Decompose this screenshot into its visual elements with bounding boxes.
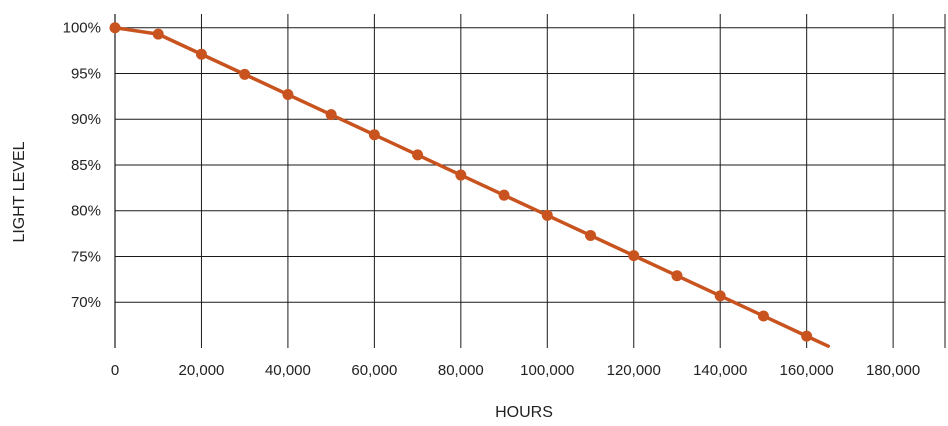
y-tick-label: 70%: [71, 294, 101, 311]
y-tick-label: 75%: [71, 248, 101, 265]
x-tick-label: 100,000: [520, 362, 574, 379]
x-tick-label: 60,000: [351, 362, 397, 379]
data-point: [239, 68, 251, 80]
data-point: [412, 149, 424, 161]
y-axis-label: LIGHT LEVEL: [11, 141, 28, 242]
grid-lines: [115, 14, 946, 348]
data-point: [368, 129, 380, 141]
data-point: [541, 209, 553, 221]
x-tick-label: 40,000: [265, 362, 311, 379]
y-tick-label: 90%: [71, 111, 101, 128]
data-point: [801, 330, 813, 342]
x-tick-label: 0: [111, 362, 119, 379]
data-point: [195, 48, 207, 60]
x-tick-label: 80,000: [438, 362, 484, 379]
data-point: [714, 290, 726, 302]
y-tick-label: 85%: [71, 157, 101, 174]
data-point: [757, 310, 769, 322]
data-point: [282, 89, 294, 101]
data-point: [109, 22, 121, 34]
x-axis-label: HOURS: [495, 404, 553, 421]
x-tick-label: 120,000: [607, 362, 661, 379]
data-point: [628, 250, 640, 262]
series-line: [113, 25, 831, 348]
x-tick-label: 180,000: [866, 362, 920, 379]
y-tick-labels: 100% 95% 90% 85% 80% 75% 70%: [63, 20, 101, 312]
data-point: [455, 169, 467, 181]
data-point: [325, 109, 337, 121]
y-tick-label: 80%: [71, 203, 101, 220]
x-tick-labels: 0 20,000 40,000 60,000 80,000 100,000 120,000 1…: [111, 362, 920, 379]
x-tick-label: 20,000: [179, 362, 225, 379]
x-tick-label: 140,000: [693, 362, 747, 379]
data-point: [671, 270, 683, 282]
data-point: [585, 229, 597, 241]
x-tick-label: 160,000: [780, 362, 834, 379]
y-tick-label: 100%: [63, 20, 101, 37]
data-point: [498, 189, 510, 201]
series-group: [109, 22, 831, 348]
data-point: [152, 28, 164, 40]
y-tick-label: 95%: [71, 65, 101, 82]
